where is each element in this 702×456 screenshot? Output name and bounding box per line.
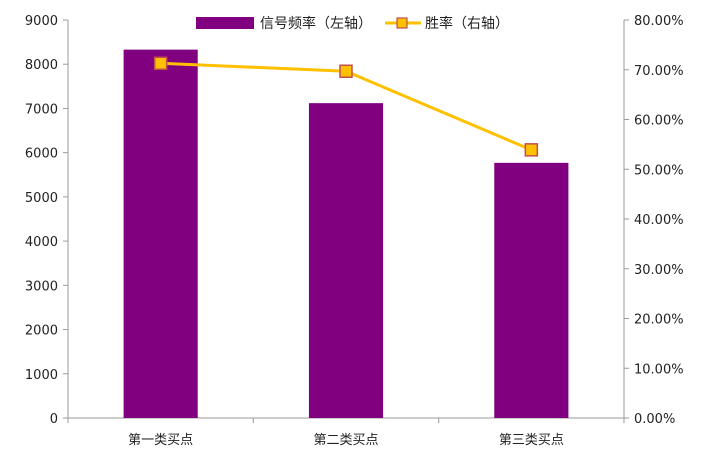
legend: 信号频率（左轴） 胜率（右轴） [196,15,509,32]
y-left-tick-label: 9000 [25,14,58,29]
bar [308,103,384,418]
y-right-tick-label: 80.00% [634,14,684,29]
bar [494,162,569,418]
y-right-tick-label: 10.00% [634,362,684,377]
y-right-tick-label: 50.00% [634,163,684,178]
line-series [153,56,539,157]
win-rate-point [153,56,168,71]
y-left-tick-label: 2000 [25,324,58,339]
axes: 0 1000 2000 3000 4000 5000 6000 7000 8000 9000 0.0… [25,14,684,427]
x-tick-label: 第三类买点 [499,433,564,448]
legend-line-marker [396,17,408,29]
legend-line-label: 胜率（右轴） [425,15,509,32]
y-left-tick-label: 6000 [25,147,58,162]
y-left-tick-label: 8000 [25,58,58,73]
y-left-tick-label: 7000 [25,102,58,117]
bar [123,49,198,419]
win-rate-point [339,64,353,78]
legend-bar-label: 信号频率（左轴） [260,15,372,32]
y-left-tick-label: 1000 [25,368,58,383]
x-axis-labels: 第一类买点 第二类买点 第三类买点 [128,433,564,448]
y-right-tick-label: 0.00% [634,412,675,427]
y-right-tick-label: 60.00% [634,114,684,129]
y-left-tick-label: 4000 [25,235,58,250]
y-right-tick-label: 70.00% [634,64,684,79]
y-left-tick-label: 0 [50,412,58,427]
legend-bar-swatch [196,17,254,29]
x-tick-label: 第一类买点 [128,433,193,448]
y-right-tick-label: 20.00% [634,313,684,328]
x-tick-label: 第二类买点 [313,433,378,448]
win-rate-point [524,143,539,157]
y-left-tick-label: 3000 [25,279,58,294]
y-right-tick-label: 40.00% [634,213,684,228]
y-right-tick-label: 30.00% [634,263,684,278]
y-left-tick-label: 5000 [25,191,58,206]
bar-series [123,49,569,419]
